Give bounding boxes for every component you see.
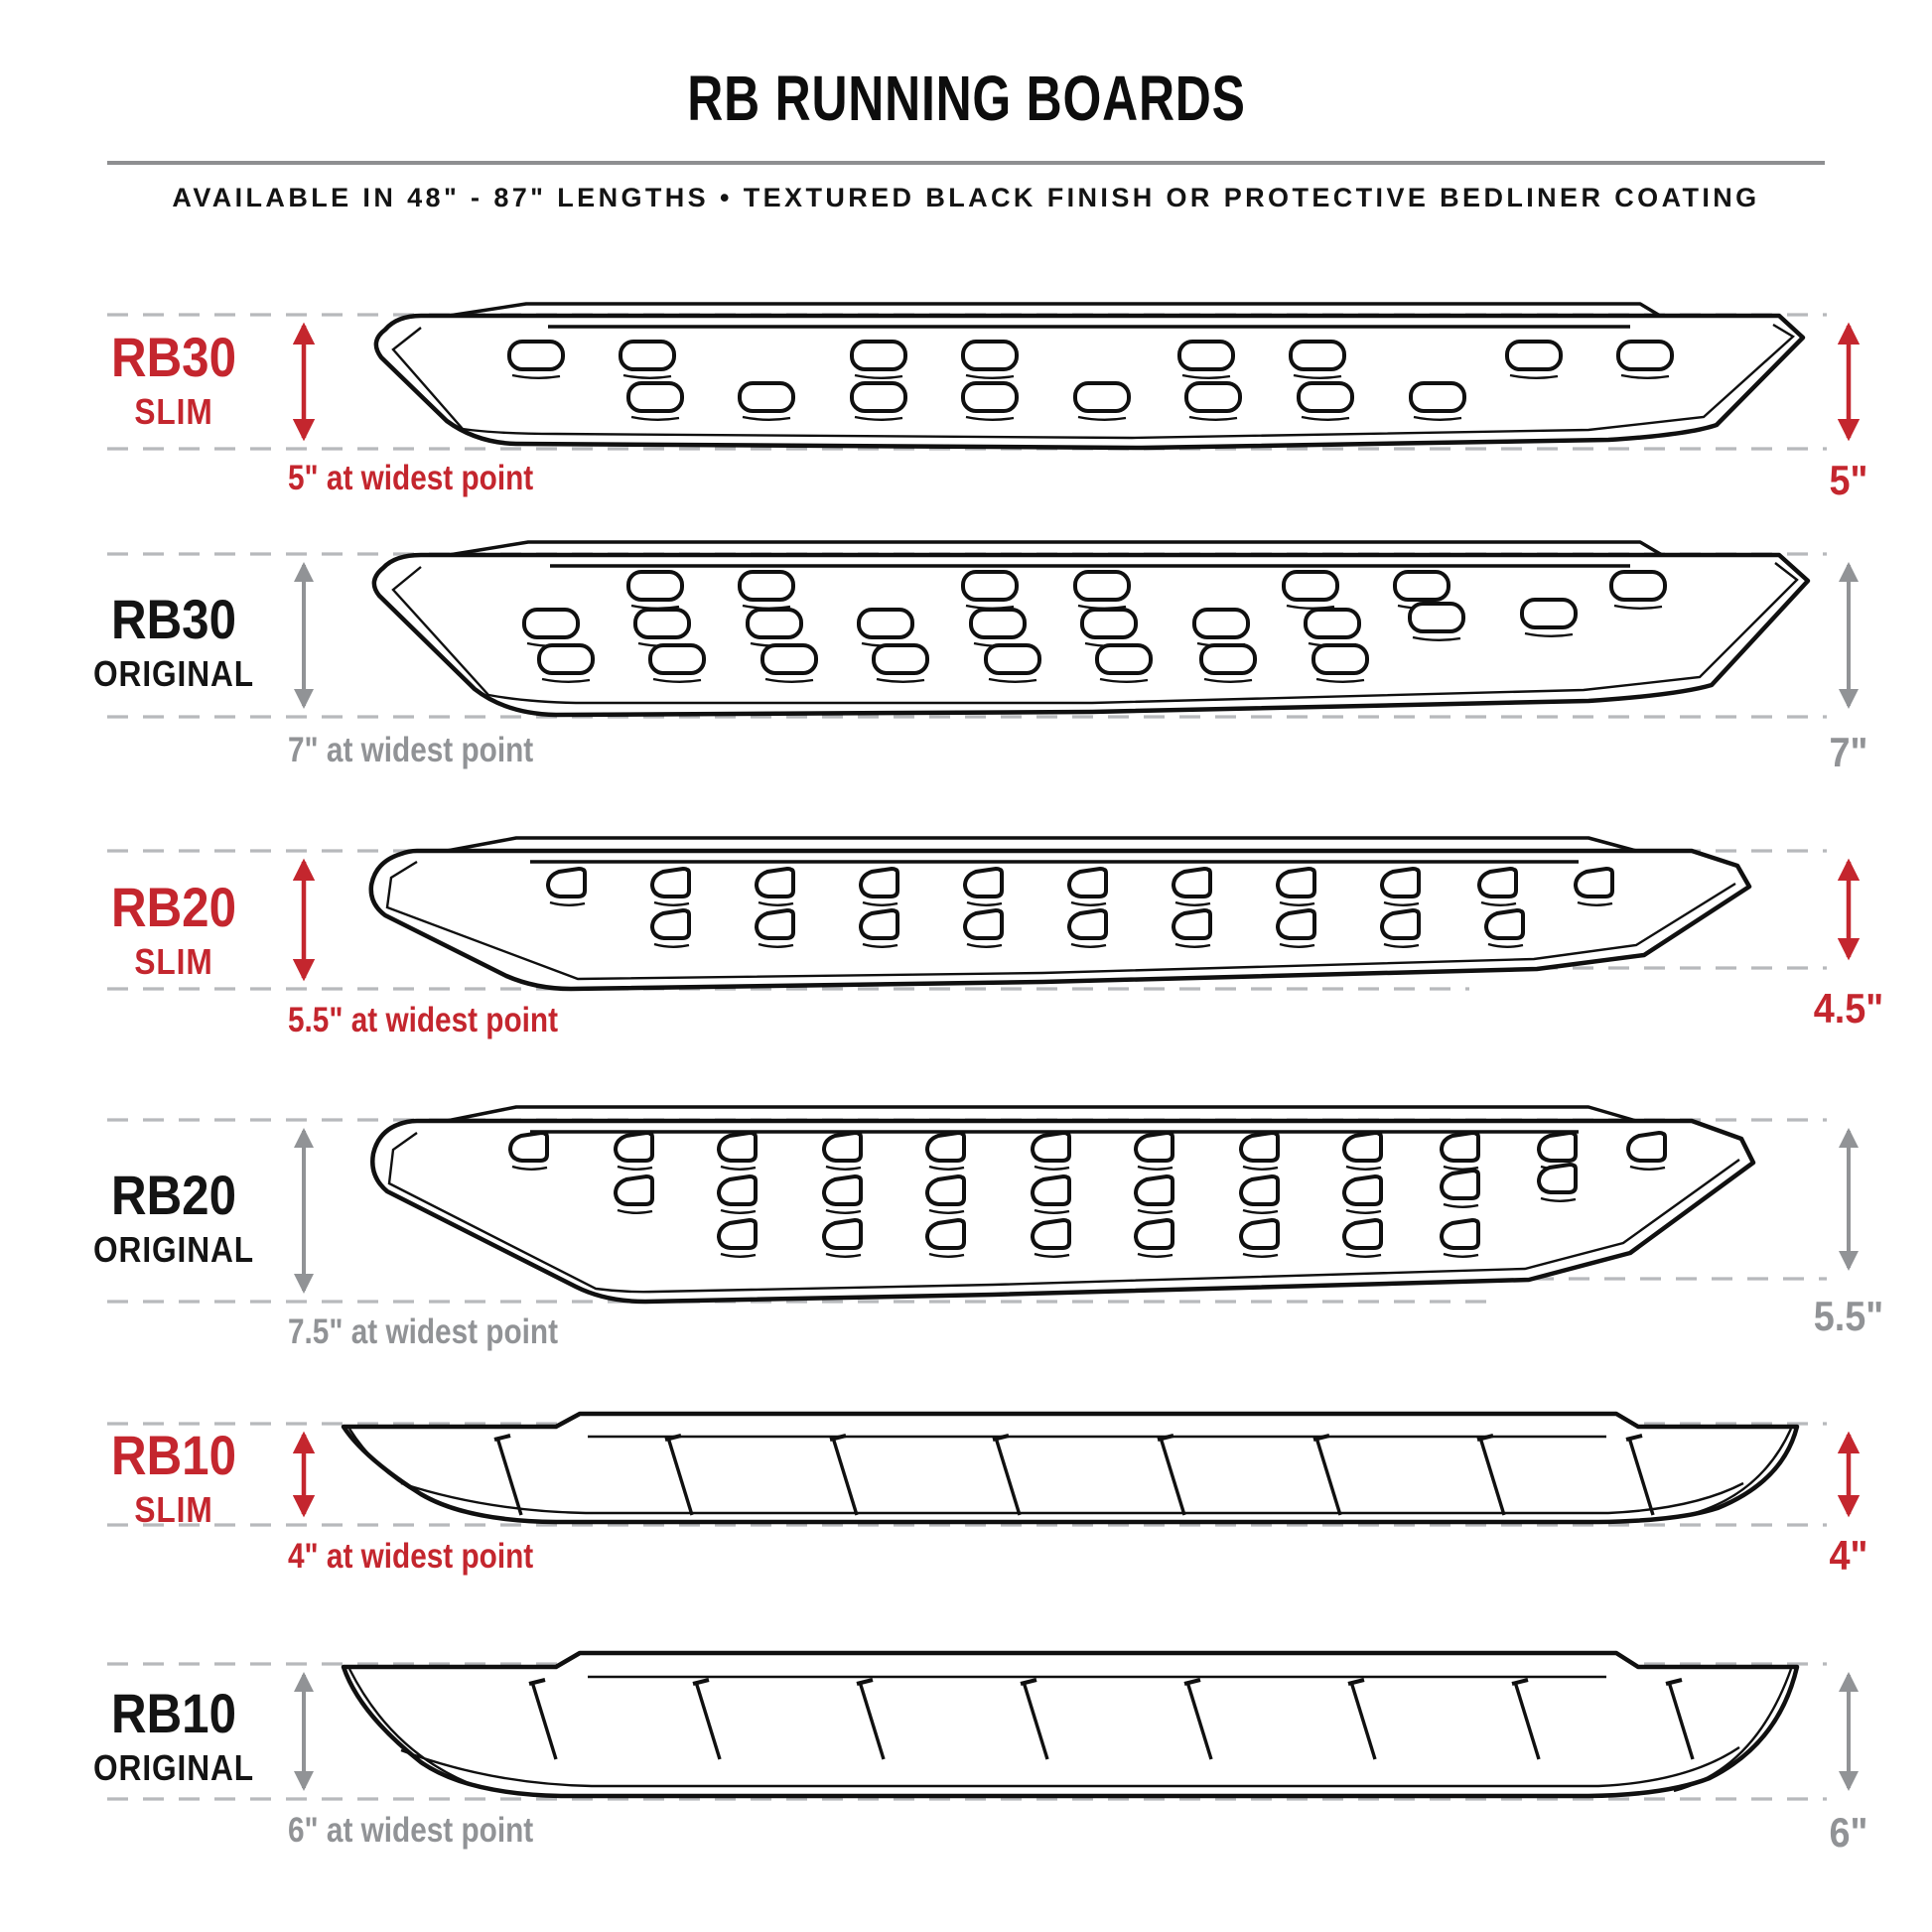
title-divider [107, 161, 1825, 165]
model-label-rb10-slim: RB10 SLIM [90, 1428, 256, 1528]
model-label-rb20-slim: RB20 SLIM [90, 880, 256, 980]
model-label-rb10-original: RB10 ORIGINAL [90, 1686, 256, 1786]
model-name: RB20 [110, 1164, 236, 1226]
width-caption-rb30-slim: 5" at widest point [288, 459, 534, 497]
right-dimension-rb30-original: 7" [1829, 729, 1868, 775]
model-label-rb30-slim: RB30 SLIM [90, 330, 256, 430]
model-variant: ORIGINAL [93, 1747, 254, 1788]
dimension-arrows [292, 322, 1861, 1791]
rb30-slim-board-drawing [373, 302, 1806, 451]
page-subtitle: AVAILABLE IN 48" - 87" LENGTHS • TEXTURE… [172, 183, 1760, 212]
model-label-rb20-original: RB20 ORIGINAL [90, 1168, 256, 1268]
width-caption-rb20-slim: 5.5" at widest point [288, 1001, 558, 1039]
model-variant: SLIM [134, 1489, 213, 1530]
model-variant: SLIM [134, 941, 213, 982]
model-name: RB10 [110, 1682, 236, 1744]
model-name: RB30 [110, 326, 236, 388]
rb10-original-board-drawing [341, 1650, 1800, 1799]
model-name: RB10 [110, 1424, 236, 1486]
right-dimension-rb10-original: 6" [1829, 1809, 1868, 1856]
width-caption-rb10-slim: 4" at widest point [288, 1537, 534, 1576]
model-variant: ORIGINAL [93, 653, 254, 694]
width-caption-rb30-original: 7" at widest point [288, 731, 534, 769]
model-variant: SLIM [134, 391, 213, 432]
rb10-slim-board-drawing [341, 1411, 1800, 1525]
right-dimension-rb20-slim: 4.5" [1813, 985, 1884, 1032]
right-dimension-rb10-slim: 4" [1829, 1532, 1868, 1579]
page-title: RB RUNNING BOARDS [686, 63, 1246, 134]
right-dimension-rb30-slim: 5" [1829, 457, 1868, 503]
rb20-slim-board-drawing [368, 836, 1752, 992]
rb30-original-board-drawing [371, 540, 1811, 718]
model-variant: ORIGINAL [93, 1229, 254, 1270]
model-name: RB30 [110, 588, 236, 650]
rb20-original-board-drawing [370, 1105, 1756, 1305]
model-label-rb30-original: RB30 ORIGINAL [90, 592, 256, 692]
width-caption-rb20-original: 7.5" at widest point [288, 1312, 558, 1351]
model-name: RB20 [110, 876, 236, 938]
width-caption-rb10-original: 6" at widest point [288, 1811, 534, 1850]
right-dimension-rb20-original: 5.5" [1813, 1293, 1884, 1339]
